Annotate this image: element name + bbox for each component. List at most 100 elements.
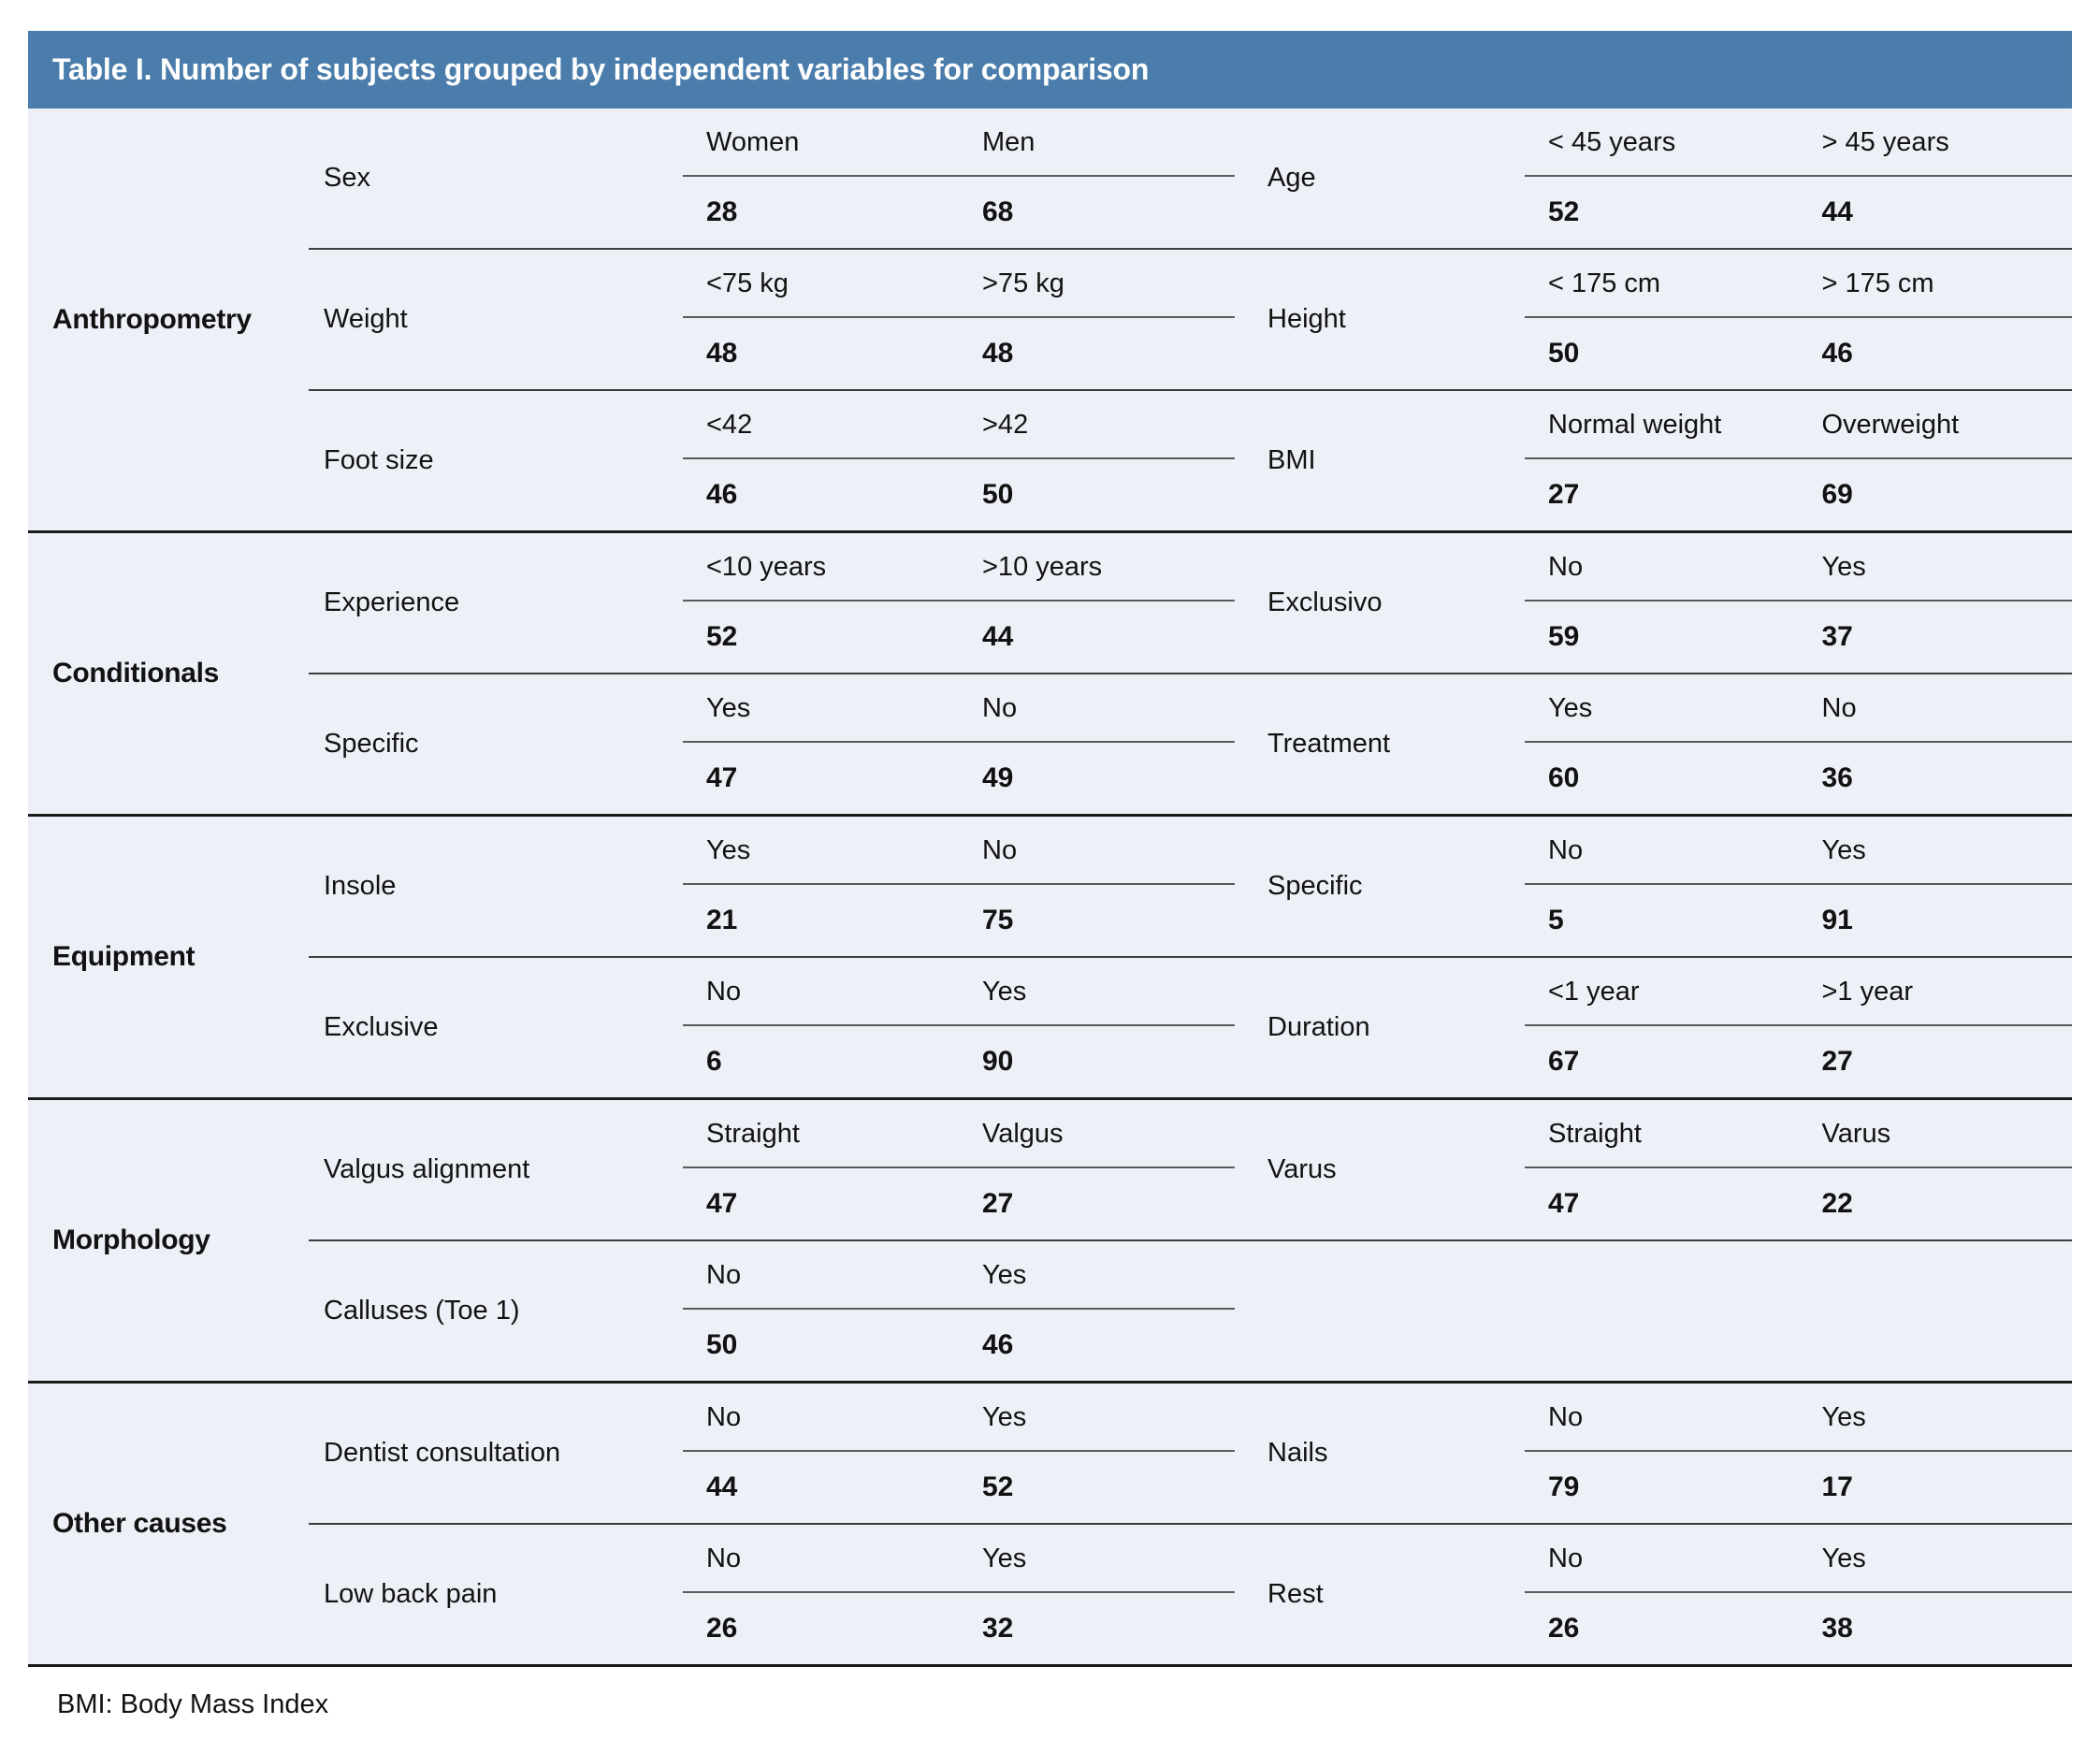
value-label: No [1548,834,1584,865]
cell-divider [683,741,1235,743]
value-count: 90 [982,1045,1014,1077]
group-separator [28,530,2072,533]
value-count: 50 [1548,337,1580,369]
group-morphology: Morphology Valgus alignment Straight Val… [28,1100,2072,1381]
cell-divider [683,1591,1235,1593]
value-label: No [1548,1401,1584,1432]
values-block-left: Women Men 28 68 [683,109,1235,248]
variable-name: Duration [1267,1012,1370,1042]
value-count: 44 [706,1471,738,1502]
group-separator [28,814,2072,817]
variable-name: Low back pain [324,1579,498,1609]
category-label: Anthropometry [52,303,252,335]
value-count: 27 [1548,478,1580,510]
values-block-right: No Yes 5 91 [1525,817,2072,956]
variable-name: Calluses (Toe 1) [324,1296,520,1326]
value-count: 27 [982,1187,1014,1219]
value-label: <10 years [706,551,827,582]
value-count: 44 [1821,196,1853,227]
value-label: <1 year [1548,976,1640,1007]
group-other-causes: Other causes Dentist consultation No Yes… [28,1384,2072,1664]
variable-name: Nails [1267,1438,1328,1468]
value-count: 47 [706,1187,738,1219]
value-label: No [982,692,1018,723]
value-label: >75 kg [982,268,1064,298]
cell-divider [1525,883,2072,885]
value-count: 67 [1548,1045,1580,1077]
cell-divider [1525,1024,2072,1026]
value-count: 26 [1548,1612,1580,1644]
value-count: 79 [1548,1471,1580,1502]
value-label: No [706,1259,742,1290]
group-rows: Valgus alignment Straight Valgus 47 27 V… [309,1100,2072,1381]
table-footnote: BMI: Body Mass Index [57,1689,329,1719]
value-label: Yes [706,834,751,865]
table-row: Experience <10 years >10 years 52 44 Exc… [309,533,2072,673]
values-block-right: < 175 cm > 175 cm 50 46 [1525,250,2072,389]
value-count: 49 [982,761,1014,793]
value-count: 50 [706,1328,738,1360]
cell-divider [1525,457,2072,459]
cell-divider [1525,741,2072,743]
cell-divider [683,175,1235,177]
category-label: Other causes [52,1508,227,1539]
group-separator [28,1097,2072,1100]
value-label: No [706,1401,742,1432]
value-label: Yes [1821,834,1866,865]
value-count: 52 [706,620,738,652]
table-row: Low back pain No Yes 26 32 Rest No Yes [309,1523,2072,1664]
variable-name: Dentist consultation [324,1438,561,1468]
value-label: Men [982,126,1036,157]
cell-divider [1525,1167,2072,1168]
values-block-right-empty [1525,1241,2072,1381]
variable-name: Insole [324,871,397,901]
variable-name: Foot size [324,445,434,475]
value-count: 91 [1821,904,1853,935]
category-label: Morphology [52,1225,210,1255]
value-label: No [1548,1543,1584,1573]
variable-name: Exclusive [324,1012,439,1042]
values-block-right: No Yes 59 37 [1525,533,2072,673]
value-label: No [1821,692,1857,723]
cell-divider [683,1167,1235,1168]
value-count: 32 [982,1612,1014,1644]
cell-divider [683,1450,1235,1452]
values-block-right: <1 year >1 year 67 27 [1525,958,2072,1097]
value-count: 75 [982,904,1014,935]
values-block-left: <10 years >10 years 52 44 [683,533,1235,673]
value-label: <75 kg [706,268,789,298]
values-block-right: No Yes 26 38 [1525,1525,2072,1664]
value-label: < 45 years [1548,126,1676,157]
value-count: 48 [982,337,1014,369]
variable-name: BMI [1267,445,1316,475]
variable-name: Exclusivo [1267,587,1383,617]
variable-name: Varus [1267,1154,1337,1184]
value-count: 36 [1821,761,1853,793]
value-count: 44 [982,620,1014,652]
value-label: No [706,976,742,1007]
variable-name: Sex [324,163,370,193]
table-row: Foot size <42 >42 46 50 BMI Normal weigh… [309,389,2072,530]
variable-name [1235,1241,1525,1381]
value-count: 46 [706,478,738,510]
values-block-left: <75 kg >75 kg 48 48 [683,250,1235,389]
table-row: Dentist consultation No Yes 44 52 Nails … [309,1384,2072,1523]
value-count: 50 [982,478,1014,510]
group-anthropometry: Anthropometry Sex Women Men 28 68 Age [28,109,2072,530]
values-block-left: <42 >42 46 50 [683,391,1235,530]
table-body: Anthropometry Sex Women Men 28 68 Age [28,109,2072,1667]
values-block-left: Straight Valgus 47 27 [683,1100,1235,1239]
table-row: Exclusive No Yes 6 90 Duration <1 year >… [309,956,2072,1097]
cell-divider [683,883,1235,885]
value-label: Yes [982,1543,1027,1573]
cell-divider [683,600,1235,601]
value-count: 52 [982,1471,1014,1502]
values-block-right: < 45 years > 45 years 52 44 [1525,109,2072,248]
value-count: 17 [1821,1471,1853,1502]
values-block-left: No Yes 26 32 [683,1525,1235,1664]
value-count: 69 [1821,478,1853,510]
value-label: <42 [706,409,753,440]
category-label: Equipment [52,941,196,972]
value-count: 6 [706,1045,722,1077]
